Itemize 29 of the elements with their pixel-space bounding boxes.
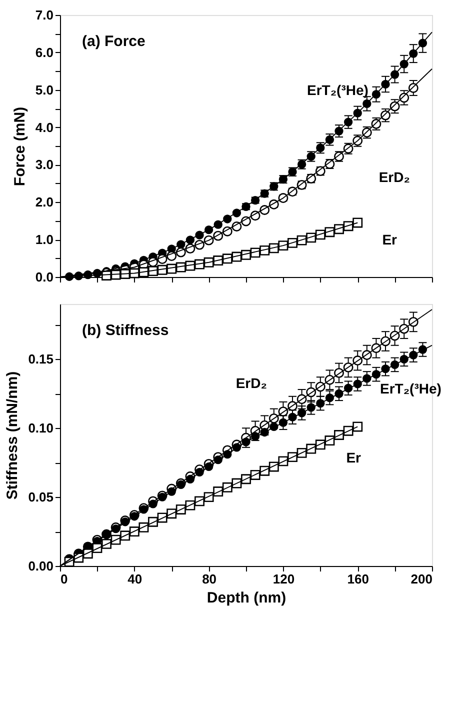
- x-tick-label: 40: [128, 572, 142, 586]
- y-tick-label: 2.0: [35, 194, 54, 210]
- series-label: ErD₂: [236, 374, 267, 391]
- text: ErD₂: [378, 168, 410, 185]
- text: (a) Force: [82, 33, 146, 50]
- series-label: Er: [346, 450, 362, 466]
- x-axis-title: Depth (nm): [206, 590, 286, 606]
- y-tick-label: 4.0: [35, 120, 54, 135]
- y-axis-title: Stiffness (mN/nm): [4, 371, 22, 500]
- series-label: ErT₂(³He): [306, 82, 368, 98]
- x-tick-label: 0: [60, 572, 68, 586]
- y-axis-title: Force (mN): [11, 106, 28, 186]
- y-tick-label: 5.0: [35, 82, 54, 98]
- y-tick-label: 0.15: [28, 352, 54, 367]
- y-tick-label: 0.00: [28, 558, 54, 574]
- y-tick-label: 0.10: [28, 420, 54, 436]
- x-tick-label: 200: [410, 572, 432, 586]
- series-label: Er: [382, 232, 398, 248]
- text: (b) Stiffness: [82, 322, 169, 339]
- y-tick-label: 1.0: [35, 232, 54, 248]
- y-tick-label: 0.0: [35, 270, 54, 284]
- y-tick-label: 3.0: [35, 157, 54, 172]
- y-tick-label: 7.0: [35, 8, 54, 22]
- series-label: ErT₂(³He): [380, 380, 442, 397]
- y-tick-label: 6.0: [35, 44, 54, 60]
- x-tick-label: 160: [347, 572, 369, 586]
- y-tick-label: 0.05: [28, 490, 54, 505]
- x-tick-label: 120: [272, 572, 295, 586]
- x-tick-label: 80: [202, 572, 217, 586]
